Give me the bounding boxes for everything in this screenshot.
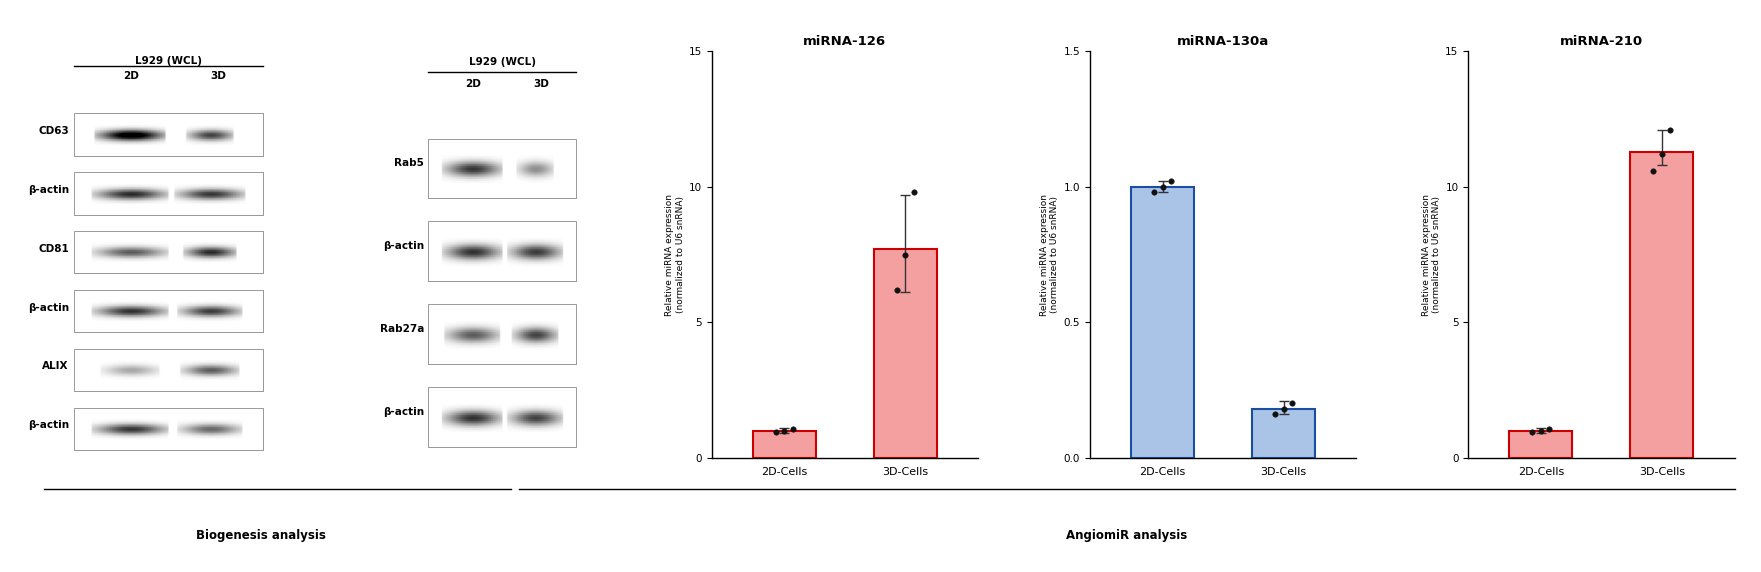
- Bar: [428, 387, 576, 447]
- Bar: [428, 387, 576, 447]
- Bar: [428, 304, 576, 364]
- Bar: [428, 138, 576, 198]
- Bar: [428, 304, 576, 364]
- Title: miRNA-130a: miRNA-130a: [1176, 34, 1270, 47]
- Point: [1639, 166, 1668, 175]
- Bar: [1509, 431, 1573, 458]
- Bar: [74, 231, 262, 273]
- Point: [1148, 182, 1176, 192]
- Text: β-actin: β-actin: [382, 407, 424, 417]
- Point: [1139, 188, 1168, 197]
- Y-axis label: Relative miRNA expression
(normalized to U6 snRNA): Relative miRNA expression (normalized to…: [666, 193, 685, 316]
- Title: miRNA-210: miRNA-210: [1560, 34, 1643, 47]
- Bar: [74, 231, 262, 273]
- Bar: [74, 113, 262, 156]
- Text: 3D: 3D: [210, 71, 225, 81]
- Point: [882, 285, 910, 295]
- Bar: [1631, 152, 1694, 458]
- Text: ALIX: ALIX: [42, 362, 69, 371]
- Bar: [74, 349, 262, 391]
- Text: β-actin: β-actin: [382, 241, 424, 251]
- Bar: [754, 431, 815, 458]
- Bar: [74, 408, 262, 450]
- Bar: [428, 138, 576, 198]
- Text: L929 (WCL): L929 (WCL): [136, 55, 203, 66]
- Text: CD81: CD81: [39, 244, 69, 253]
- Point: [1536, 424, 1564, 433]
- Point: [1657, 125, 1685, 134]
- Point: [778, 424, 807, 433]
- Bar: [428, 221, 576, 281]
- Text: β-actin: β-actin: [28, 303, 69, 312]
- Bar: [74, 172, 262, 214]
- Point: [1270, 404, 1298, 414]
- Point: [770, 426, 798, 435]
- Bar: [1252, 409, 1315, 458]
- Text: Rab27a: Rab27a: [380, 324, 424, 334]
- Y-axis label: Relative miRNA expression
(normalized to U6 snRNA): Relative miRNA expression (normalized to…: [1421, 193, 1440, 316]
- Bar: [74, 290, 262, 332]
- Text: β-actin: β-actin: [28, 185, 69, 195]
- Bar: [74, 172, 262, 214]
- Text: 2D: 2D: [465, 79, 481, 89]
- Text: 3D: 3D: [534, 79, 549, 89]
- Point: [1261, 410, 1289, 419]
- Text: L929 (WCL): L929 (WCL): [468, 57, 535, 67]
- Bar: [74, 349, 262, 391]
- Point: [1527, 426, 1555, 435]
- Title: miRNA-126: miRNA-126: [803, 34, 886, 47]
- Bar: [1131, 187, 1194, 458]
- Text: β-actin: β-actin: [28, 420, 69, 430]
- Point: [1648, 150, 1676, 159]
- Text: Rab5: Rab5: [394, 158, 424, 168]
- Point: [891, 250, 919, 259]
- Bar: [428, 221, 576, 281]
- Text: 2D: 2D: [123, 71, 139, 81]
- Bar: [74, 113, 262, 156]
- Bar: [74, 408, 262, 450]
- Point: [900, 188, 928, 197]
- Point: [763, 428, 791, 437]
- Point: [1518, 428, 1546, 437]
- Y-axis label: Relative miRNA expression
(normalized to U6 snRNA): Relative miRNA expression (normalized to…: [1041, 193, 1060, 316]
- Point: [1157, 177, 1185, 186]
- Point: [1278, 399, 1307, 408]
- Bar: [74, 290, 262, 332]
- Text: CD63: CD63: [39, 126, 69, 136]
- Text: Biogenesis analysis: Biogenesis analysis: [195, 529, 326, 542]
- Text: AngiomiR analysis: AngiomiR analysis: [1067, 529, 1187, 542]
- Bar: [873, 249, 937, 458]
